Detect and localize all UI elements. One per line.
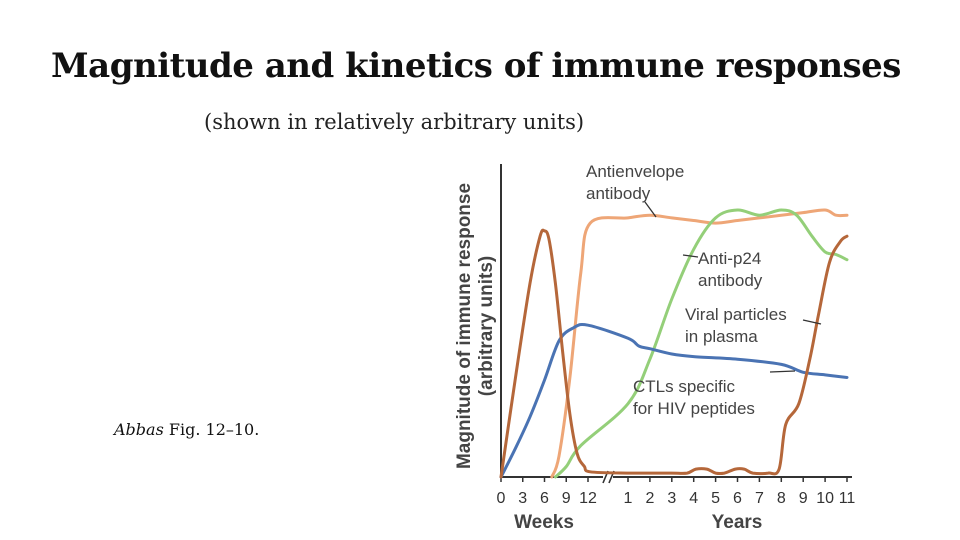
annotation-viral: Viral particles — [685, 305, 787, 324]
annotation-leader-ctl — [769, 370, 796, 373]
annotation-leader-anti-p24 — [682, 254, 699, 258]
citation-figure-number: Fig. 12–10. — [163, 420, 260, 439]
x-tick-label-years: 2 — [645, 490, 654, 507]
x-axis-title-weeks: Weeks — [514, 512, 574, 533]
x-tick-label-years: 7 — [755, 490, 764, 507]
annotation-viral: in plasma — [685, 327, 758, 346]
x-tick-label-years: 8 — [777, 490, 786, 507]
x-tick-label-years: 5 — [711, 490, 720, 507]
x-tick-label-weeks: 3 — [518, 490, 527, 507]
x-tick-label-years: 3 — [667, 490, 676, 507]
x-tick-label-years: 10 — [816, 490, 834, 507]
annotation-anti-p24: Anti-p24 — [698, 249, 761, 268]
figure-citation: Abbas Fig. 12–10. — [114, 420, 259, 439]
y-axis-title: Magnitude of immune response — [454, 183, 475, 469]
citation-author: Abbas — [114, 420, 164, 439]
chart-axes — [500, 164, 852, 484]
slide-subtitle: (shown in relatively arbitrary units) — [204, 110, 585, 134]
x-axis-title-years: Years — [712, 512, 763, 533]
annotation-leader-viral — [802, 319, 822, 325]
x-tick-label-years: 9 — [799, 490, 808, 507]
series-line-anti-p24 — [553, 208, 849, 479]
series-line-viral — [499, 228, 849, 479]
annotation-ctl: for HIV peptides — [633, 399, 755, 418]
annotation-ctl: CTLs specific — [633, 377, 736, 396]
slide-title: Magnitude and kinetics of immune respons… — [51, 46, 901, 86]
x-tick-label-weeks: 0 — [497, 490, 506, 507]
series-line-ctl — [499, 322, 849, 479]
annotation-antienvelope: antibody — [586, 184, 651, 203]
x-tick-label-weeks: 6 — [540, 490, 549, 507]
x-tick-label-weeks: 9 — [562, 490, 571, 507]
x-tick-label-years: 4 — [689, 490, 698, 507]
annotation-antienvelope: Antienvelope — [586, 162, 684, 181]
x-tick-label-years: 1 — [624, 490, 633, 507]
annotation-anti-p24: antibody — [698, 271, 763, 290]
x-tick-label-years: 6 — [733, 490, 742, 507]
y-axis-subtitle: (arbitrary units) — [476, 256, 497, 396]
x-tick-label-weeks: 12 — [579, 490, 597, 507]
annotation-leader-antienvelope — [644, 201, 657, 218]
x-tick-label-years: 11 — [839, 490, 856, 507]
chart-series — [499, 208, 849, 479]
